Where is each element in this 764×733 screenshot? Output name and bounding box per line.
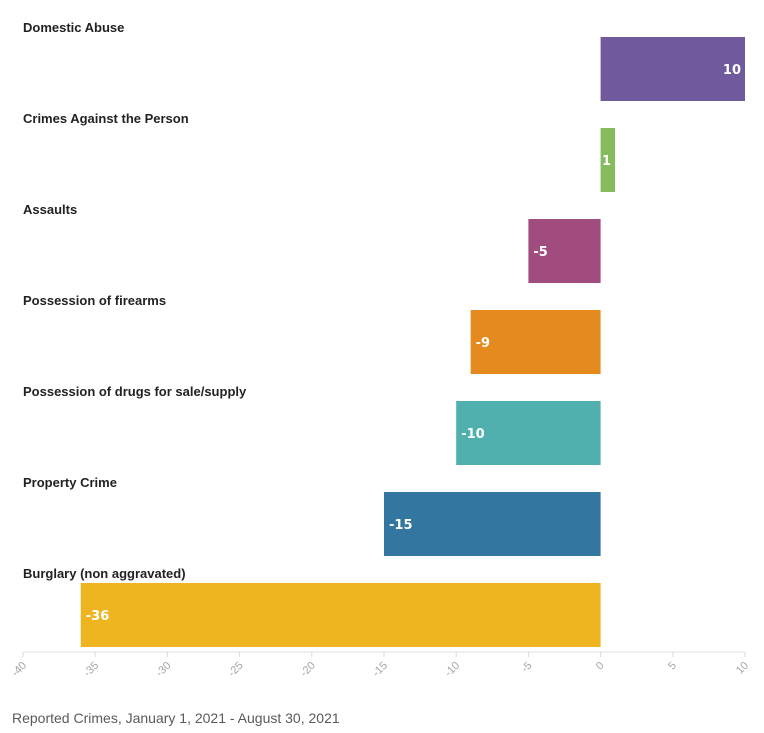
category-label: Possession of firearms (23, 293, 166, 308)
bars: 10 1 -5 -9 -10 -15 -36 (80, 37, 745, 647)
bar (384, 492, 601, 556)
bar-value-label: 1 (602, 154, 611, 169)
bar-value-label: -36 (86, 609, 110, 624)
category-label: Property Crime (23, 475, 117, 490)
x-tick-label: 5 (666, 660, 679, 673)
bar-value-label: 10 (723, 63, 741, 78)
x-tick-label: 0 (594, 660, 607, 673)
bar (80, 583, 601, 647)
category-label: Possession of drugs for sale/supply (23, 384, 247, 399)
bar (528, 219, 601, 283)
bar (456, 401, 601, 465)
x-tick-label: -15 (370, 660, 390, 680)
x-tick-label: -25 (226, 660, 246, 680)
category-label: Domestic Abuse (23, 20, 124, 35)
chart-caption: Reported Crimes, January 1, 2021 - Augus… (12, 710, 340, 726)
x-axis: -40 -35 -30 -25 -20 -15 -10 -5 0 5 10 (9, 651, 751, 680)
bar-value-label: -5 (533, 245, 547, 260)
category-label: Assaults (23, 202, 77, 217)
x-tick-label: -35 (82, 660, 102, 680)
x-tick-label: -5 (519, 660, 534, 675)
category-label: Crimes Against the Person (23, 111, 189, 126)
x-tick-label: -10 (443, 660, 463, 680)
bar (600, 37, 745, 101)
category-label: Burglary (non aggravated) (23, 566, 186, 581)
bar-value-label: -10 (461, 427, 485, 442)
category-labels: Domestic Abuse Crimes Against the Person A… (23, 20, 247, 581)
x-tick-label: 10 (734, 660, 751, 677)
x-tick-label: -20 (298, 660, 318, 680)
x-tick-label: -30 (154, 660, 174, 680)
x-tick-label: -40 (9, 660, 29, 680)
bar (600, 128, 616, 192)
bar (470, 310, 601, 374)
bar-value-label: -9 (476, 336, 490, 351)
bar-value-label: -15 (389, 518, 413, 533)
